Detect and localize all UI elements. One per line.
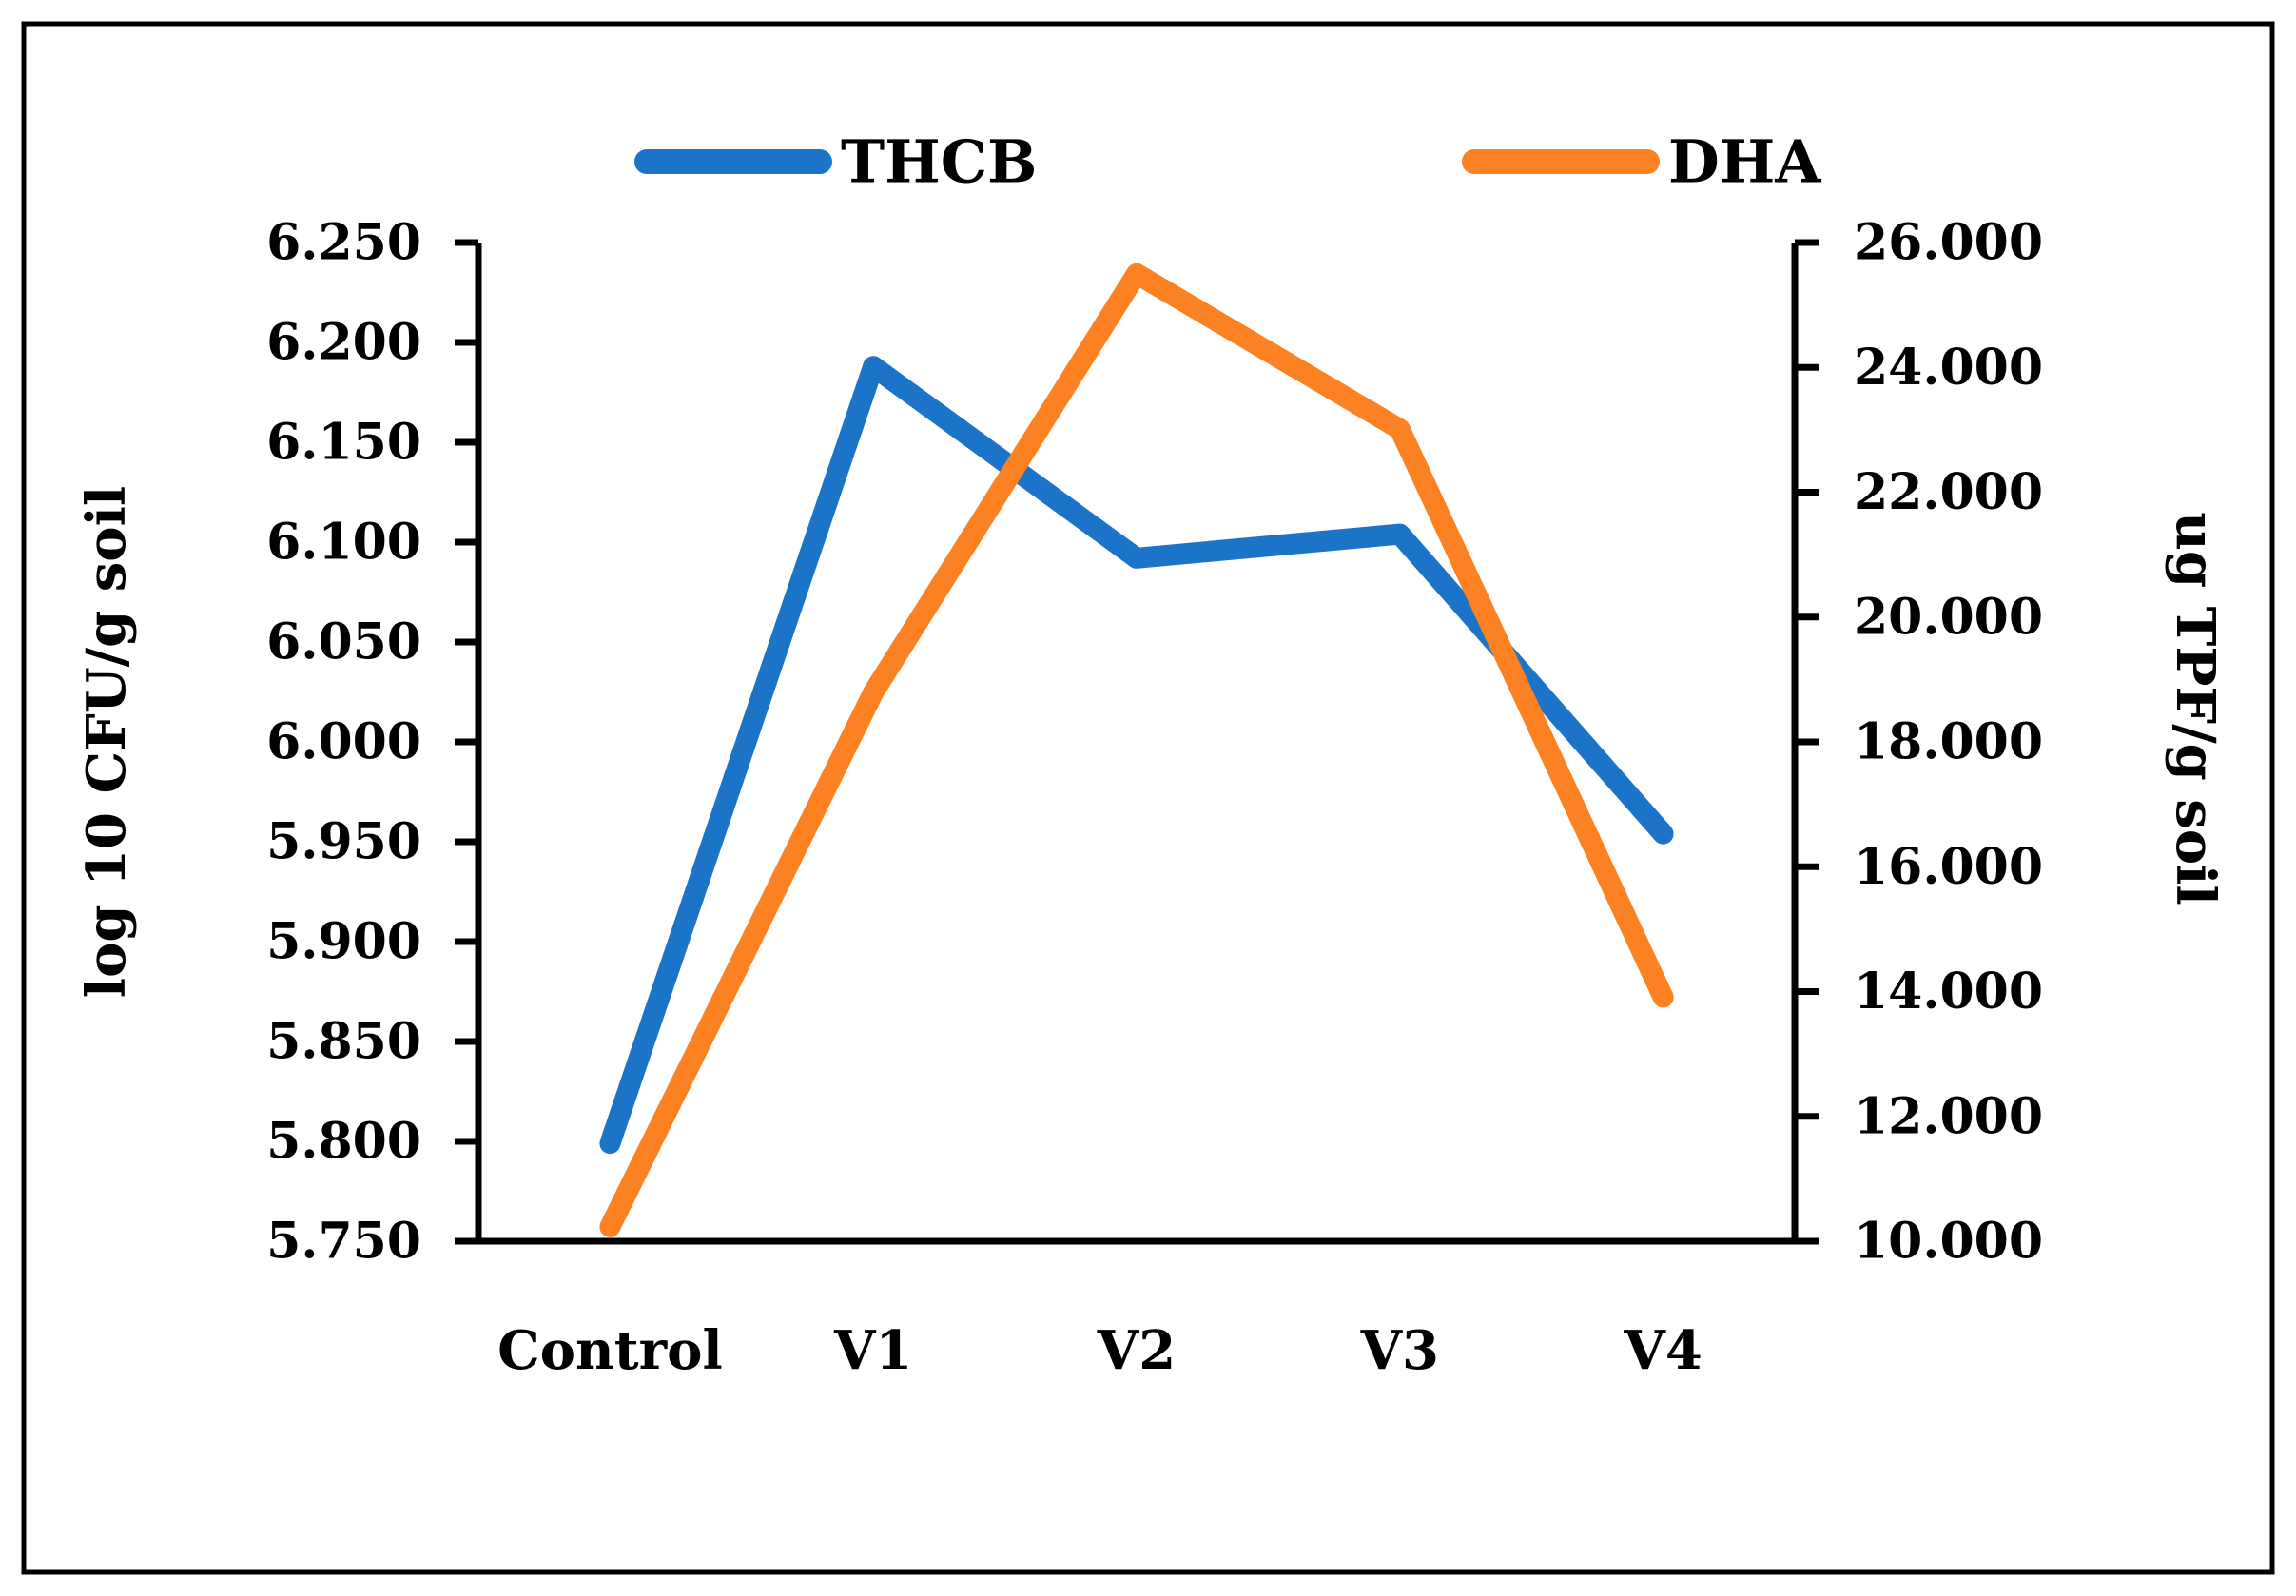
left-axis-tick-label: 6.100 xyxy=(266,514,421,572)
left-axis-tick-label: 6.000 xyxy=(266,713,421,771)
left-axis-tick-label: 6.250 xyxy=(266,214,421,272)
right-axis-tick-label: 14.000 xyxy=(1854,963,2043,1021)
x-axis-category-label: V1 xyxy=(833,1319,912,1382)
series-line-thcb xyxy=(599,356,1674,1155)
right-axis-tick-label: 12.000 xyxy=(1854,1087,2043,1145)
right-axis-tick-label: 26.000 xyxy=(1854,214,2043,272)
right-axis-tick-label: 18.000 xyxy=(1854,713,2043,771)
left-axis-tick-label: 6.150 xyxy=(266,414,421,472)
left-axis-tick-label: 5.800 xyxy=(266,1113,421,1171)
right-axis-tick-label: 24.000 xyxy=(1854,339,2043,397)
right-axis-tick-label: 16.000 xyxy=(1854,838,2043,896)
x-axis-category-label: V4 xyxy=(1623,1319,1702,1382)
right-axis-title: ug TPF/g soil xyxy=(2164,512,2227,905)
left-axis-tick-label: 5.850 xyxy=(266,1013,421,1071)
left-axis-tick-label: 6.050 xyxy=(266,613,421,671)
legend-label-dha: DHA xyxy=(1668,127,1821,197)
left-axis-tick-label: 5.950 xyxy=(266,813,421,871)
right-axis-tick-label: 20.000 xyxy=(1854,588,2043,646)
left-axis-tick-label: 5.750 xyxy=(266,1213,421,1271)
x-axis-category-label: V2 xyxy=(1097,1319,1176,1382)
series-line-dha xyxy=(599,263,1674,1237)
x-axis-category-label: Control xyxy=(497,1319,723,1382)
figure-border xyxy=(21,21,2275,1575)
left-axis-title: log 10 CFU/g soil xyxy=(75,486,138,998)
left-axis-tick-label: 6.200 xyxy=(266,314,421,372)
left-axis-tick-label: 5.900 xyxy=(266,913,421,971)
right-axis-tick-label: 22.000 xyxy=(1854,463,2043,521)
legend-label-thcb: THCB xyxy=(841,127,1037,197)
right-axis-tick-label: 10.000 xyxy=(1854,1213,2043,1271)
x-axis-category-label: V3 xyxy=(1360,1319,1439,1382)
